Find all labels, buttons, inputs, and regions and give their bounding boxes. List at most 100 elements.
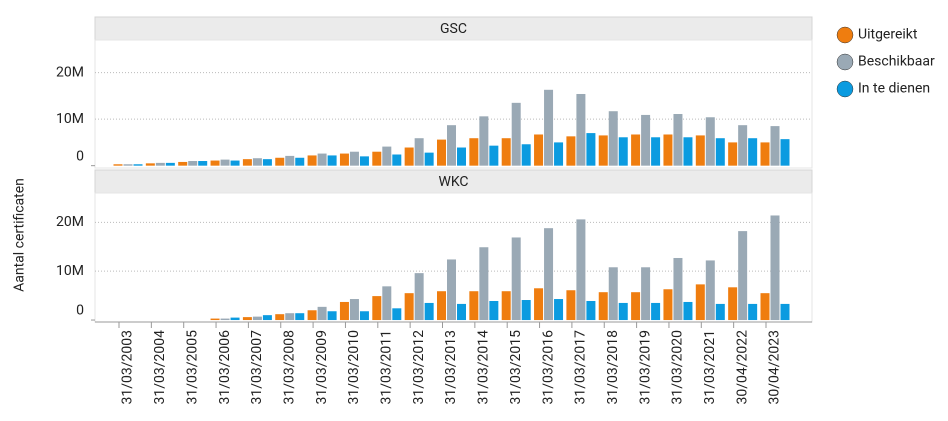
- bar: [770, 126, 780, 166]
- panel: [94, 39, 813, 169]
- y-tick-label: 10M: [56, 263, 84, 279]
- bar: [651, 302, 661, 321]
- bar: [317, 306, 327, 321]
- bar: [414, 138, 424, 166]
- bar: [566, 136, 576, 166]
- bar: [295, 313, 305, 321]
- bar: [262, 315, 272, 321]
- bar: [705, 260, 715, 321]
- bar: [165, 162, 175, 166]
- bar: [501, 138, 511, 166]
- x-tick-label: 31/03/2020: [670, 330, 686, 405]
- bar: [198, 161, 208, 166]
- bar: [327, 311, 337, 321]
- bar: [424, 152, 434, 166]
- legend-label: Beschikbaar: [858, 54, 935, 70]
- bar: [123, 164, 133, 166]
- bar: [780, 139, 790, 166]
- bar: [760, 142, 770, 166]
- bar: [295, 157, 305, 166]
- bar: [663, 289, 673, 321]
- bar: [113, 164, 123, 166]
- bar: [511, 237, 521, 321]
- x-tick-label: 31/03/2012: [411, 330, 427, 405]
- bar: [145, 163, 155, 166]
- legend-label: Uitgereikt: [858, 27, 918, 43]
- x-tick-label: 31/03/2021: [702, 330, 718, 405]
- legend-marker: [836, 26, 854, 44]
- x-tick-label: 30/04/2023: [767, 330, 783, 405]
- x-tick-label: 31/03/2006: [217, 330, 233, 405]
- bar: [748, 138, 758, 166]
- bar: [275, 157, 285, 166]
- bar: [242, 159, 252, 166]
- bar: [262, 159, 272, 166]
- bar: [307, 155, 317, 166]
- bar: [349, 299, 359, 321]
- bar: [437, 291, 446, 321]
- bar: [544, 228, 554, 321]
- x-tick-label: 31/03/2004: [152, 330, 168, 405]
- bar: [210, 318, 220, 321]
- bar: [437, 139, 446, 166]
- bar: [188, 161, 198, 166]
- bar: [372, 296, 382, 321]
- bar: [178, 161, 188, 166]
- bar: [133, 164, 143, 166]
- bar: [760, 293, 770, 321]
- bar: [252, 158, 262, 166]
- bar: [489, 300, 499, 321]
- bar: [780, 303, 790, 321]
- bar: [651, 137, 661, 166]
- bar: [748, 303, 758, 321]
- bar: [220, 318, 230, 321]
- x-tick-label: 30/04/2022: [734, 330, 750, 405]
- x-tick-label: 31/03/2018: [605, 330, 621, 405]
- bar: [618, 302, 628, 321]
- bar: [728, 142, 738, 166]
- bar: [598, 292, 608, 321]
- y-tick-label: 20M: [56, 64, 84, 80]
- bar: [770, 215, 780, 321]
- bar: [339, 153, 349, 166]
- bar: [695, 135, 705, 166]
- bar: [339, 301, 349, 321]
- bar: [285, 313, 295, 321]
- bar: [457, 147, 466, 166]
- bar: [554, 142, 564, 166]
- bar: [738, 231, 748, 321]
- bar: [469, 138, 479, 166]
- bar: [521, 144, 531, 166]
- bar: [469, 291, 479, 321]
- x-tick-label: 31/03/2014: [476, 330, 492, 405]
- bar: [447, 125, 456, 166]
- bar: [382, 146, 392, 166]
- bar: [404, 293, 414, 321]
- bar: [683, 301, 693, 321]
- bar: [631, 292, 641, 321]
- bar: [641, 267, 651, 321]
- x-tick-label: 31/03/2016: [540, 330, 556, 405]
- bar: [576, 219, 586, 321]
- bar: [447, 259, 456, 321]
- bar: [210, 160, 220, 166]
- bar: [641, 114, 651, 166]
- bar: [479, 116, 489, 166]
- bar: [382, 286, 392, 321]
- bar: [673, 257, 683, 321]
- bar: [586, 300, 596, 321]
- bar: [230, 160, 240, 166]
- x-tick-label: 31/03/2007: [249, 330, 265, 405]
- bar: [317, 153, 327, 166]
- bar: [414, 273, 424, 321]
- bar: [576, 93, 586, 166]
- bar: [618, 137, 628, 166]
- x-tick-label: 31/03/2011: [379, 330, 395, 405]
- bar: [242, 317, 252, 321]
- bar: [683, 137, 693, 166]
- x-tick-label: 31/03/2008: [281, 330, 297, 405]
- bar: [327, 155, 337, 166]
- y-tick-label: 10M: [56, 111, 84, 127]
- bar: [359, 311, 369, 321]
- bar: [230, 317, 240, 321]
